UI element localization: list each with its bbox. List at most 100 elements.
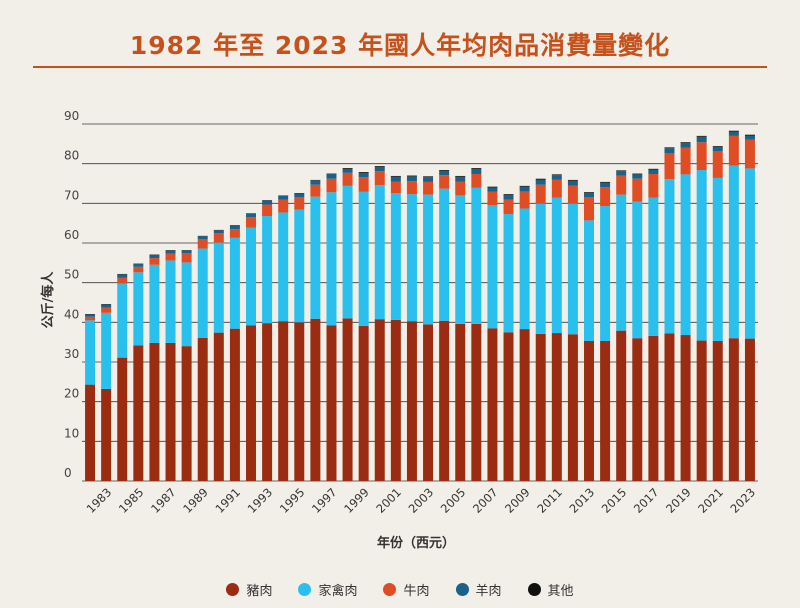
bar-segment <box>696 340 707 481</box>
bar-segment <box>390 193 401 320</box>
bar-segment <box>229 225 240 230</box>
bar-segment <box>744 139 755 169</box>
x-tick-label: 1997 <box>309 485 340 516</box>
bar-segment <box>648 173 659 198</box>
x-tick-label: 2013 <box>567 485 598 516</box>
bar-segment <box>503 194 514 195</box>
bar-segment <box>535 203 546 334</box>
y-tick-label: 10 <box>64 426 79 440</box>
bar-segment <box>374 319 385 481</box>
bar-segment <box>487 328 498 481</box>
bar-segment <box>358 325 369 481</box>
bar-segment <box>390 319 401 481</box>
bar-segment <box>229 237 240 329</box>
bar-segment <box>584 193 594 197</box>
bar-segment <box>696 170 707 341</box>
bar-segment <box>728 165 739 339</box>
bar-segment <box>213 332 224 481</box>
bar-segment <box>567 203 578 335</box>
bar-segment <box>181 250 192 254</box>
bar-segment <box>181 346 192 481</box>
bar-segment <box>342 168 353 169</box>
bar-segment <box>262 216 273 324</box>
x-tick-label: 1999 <box>341 485 372 516</box>
y-tick-label: 90 <box>64 109 79 123</box>
x-tick-label: 2015 <box>599 485 630 516</box>
chart-title: 1982 年至 2023 年國人年均肉品消費量變化 <box>129 31 671 60</box>
bar-segment <box>503 195 514 200</box>
bar-segment <box>294 196 305 210</box>
bar-segment <box>374 166 385 167</box>
legend-swatch <box>383 583 397 596</box>
bar-segment <box>471 187 482 324</box>
bar-segment <box>712 147 723 151</box>
bar-segment <box>600 187 611 207</box>
bar-segment <box>262 323 273 481</box>
bar-segment <box>584 220 594 341</box>
bar-segment <box>406 176 417 182</box>
bar-segment <box>278 321 289 481</box>
bar-segment <box>165 250 176 254</box>
bar-segment <box>600 206 611 341</box>
bar-segment <box>439 188 450 321</box>
bar-segment <box>439 175 450 189</box>
bar-segment <box>664 153 675 180</box>
bar-segment <box>632 338 643 481</box>
bar-segment <box>326 325 337 481</box>
bar-segment <box>728 338 739 481</box>
legend-swatch <box>298 583 312 596</box>
bar-segment <box>197 248 208 338</box>
bar-segment <box>567 180 578 186</box>
bar-segment <box>439 170 450 171</box>
bar-segment <box>101 312 112 389</box>
bar-segment <box>213 230 224 234</box>
x-tick-label: 2011 <box>534 485 565 516</box>
x-tick-label: 1985 <box>116 485 147 516</box>
bar-segment <box>648 335 659 481</box>
bar-segment <box>262 204 273 217</box>
bar-segment <box>696 136 707 143</box>
bar-segment <box>535 184 546 204</box>
bar-segment <box>487 187 498 192</box>
legend-label: 牛肉 <box>403 584 430 599</box>
bar-segment <box>326 173 337 179</box>
bar-segment <box>680 174 691 336</box>
bar-segment <box>584 340 594 481</box>
legend-label: 其他 <box>547 584 574 599</box>
bar-segment <box>310 184 321 197</box>
bar-segment <box>358 177 369 192</box>
gridlines <box>82 123 758 482</box>
bar-segment <box>600 181 611 183</box>
bar-segment <box>149 342 160 481</box>
bar-segment <box>632 178 643 202</box>
bar-segment <box>584 196 594 221</box>
legend-item: 牛肉 <box>383 580 430 599</box>
x-tick-label: 2017 <box>631 485 662 516</box>
x-tick-label: 2007 <box>470 485 501 516</box>
bar-segment <box>85 320 96 385</box>
bar-segment <box>551 174 562 176</box>
x-tick-label: 2003 <box>406 485 437 516</box>
bar-segment <box>455 175 466 177</box>
bar-segment <box>712 340 723 481</box>
bar-segment <box>149 264 160 343</box>
legend-label: 羊肉 <box>475 584 502 599</box>
bar-segment <box>406 181 417 195</box>
bar-segment <box>133 345 144 481</box>
bar-segment <box>358 191 369 326</box>
legend-swatch <box>455 583 469 596</box>
bar-segment <box>358 172 369 178</box>
bar-segment <box>310 180 321 185</box>
bar-segment <box>600 182 611 188</box>
y-tick-label: 20 <box>64 387 79 401</box>
bar-segment <box>390 176 401 182</box>
bar-segment <box>680 147 691 175</box>
bar-segment <box>535 179 546 185</box>
bar-segment <box>455 323 466 481</box>
x-tick-label: 2023 <box>727 485 758 516</box>
title-divider <box>33 66 767 68</box>
bar-segment <box>229 229 240 238</box>
bar-segment <box>181 262 192 347</box>
bars <box>85 130 755 481</box>
bar-segment <box>278 199 289 213</box>
